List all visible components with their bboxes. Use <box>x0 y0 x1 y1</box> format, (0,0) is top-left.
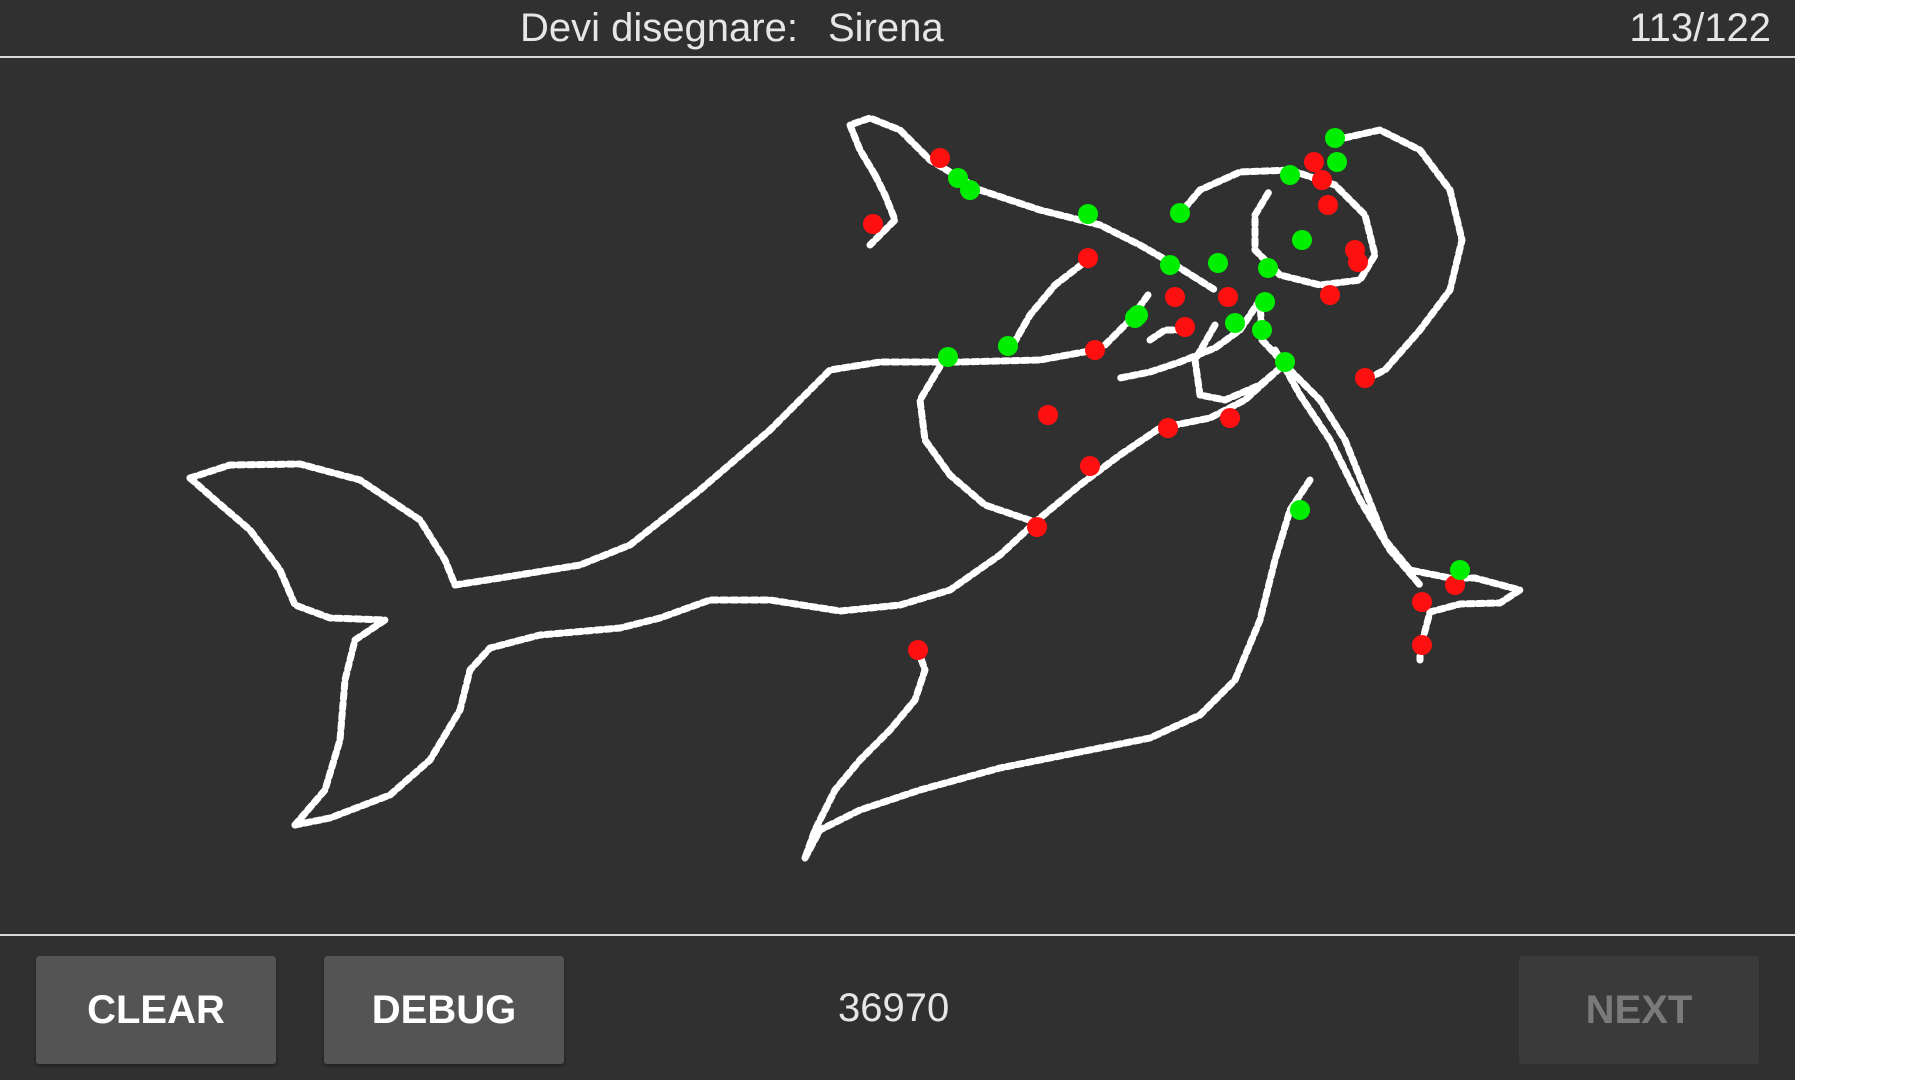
bad-point <box>1175 317 1195 337</box>
sketch-stroke <box>186 346 1099 589</box>
good-point <box>1208 253 1228 273</box>
bad-point <box>1218 287 1238 307</box>
good-point <box>1450 560 1470 580</box>
screen-edge <box>1795 0 1920 1080</box>
good-point <box>960 180 980 200</box>
good-point <box>1280 165 1300 185</box>
bad-point <box>930 148 950 168</box>
debug-button[interactable]: DEBUG <box>324 956 564 1064</box>
sketch-stroke <box>916 354 1039 526</box>
sketch-stroke <box>1191 321 1294 404</box>
sketch-stroke <box>1174 166 1379 289</box>
good-point <box>998 336 1018 356</box>
good-point <box>1327 152 1347 172</box>
progress-counter: 113/122 <box>1629 6 1771 50</box>
sketch-stroke <box>1256 296 1524 664</box>
bad-point <box>1085 340 1105 360</box>
sketch-stroke <box>1331 126 1466 384</box>
sketch-stroke <box>801 476 1314 862</box>
bad-point <box>1355 368 1375 388</box>
good-point <box>1125 308 1145 328</box>
bad-point <box>1348 252 1368 272</box>
bad-point <box>1158 418 1178 438</box>
sketch-stroke <box>1006 254 1094 354</box>
clear-button[interactable]: CLEAR <box>36 956 276 1064</box>
bad-point <box>1412 635 1432 655</box>
good-point <box>1225 313 1245 333</box>
bad-point <box>1078 248 1098 268</box>
good-point <box>1252 320 1272 340</box>
good-point <box>1292 230 1312 250</box>
good-point <box>1275 352 1295 372</box>
app-window: Devi disegnare: Sirena 113/122 CLEAR DEBU… <box>0 0 1795 1080</box>
footer-bar: CLEAR DEBUG 36970 NEXT <box>0 934 1795 1082</box>
prompt-word: Sirena <box>827 6 944 50</box>
good-point <box>1258 258 1278 278</box>
good-points <box>938 128 1470 580</box>
bad-point <box>1318 195 1338 215</box>
sketch-stroke <box>1271 346 1424 589</box>
drawing-prompt: Devi disegnare: Sirena <box>520 6 944 51</box>
good-point <box>1078 204 1098 224</box>
good-point <box>1170 203 1190 223</box>
sketch-stroke <box>186 474 389 829</box>
bad-point <box>1038 405 1058 425</box>
drawn-strokes <box>186 114 1524 862</box>
sketch-stroke <box>291 364 1284 829</box>
drawing-canvas[interactable] <box>0 58 1795 934</box>
header-bar: Devi disegnare: Sirena 113/122 <box>0 0 1795 58</box>
sketch-stroke <box>866 171 899 249</box>
good-point <box>1160 255 1180 275</box>
bad-point <box>1412 592 1432 612</box>
good-point <box>1290 500 1310 520</box>
bad-point <box>908 640 928 660</box>
bad-point <box>1220 408 1240 428</box>
score-value: 36970 <box>838 986 950 1030</box>
bad-point <box>1312 170 1332 190</box>
sketch-stroke <box>801 646 929 862</box>
bad-points <box>863 148 1465 660</box>
bad-point <box>1165 287 1185 307</box>
prompt-label: Devi disegnare: <box>520 6 798 50</box>
bad-point <box>1304 152 1324 172</box>
bad-point <box>1320 285 1340 305</box>
bad-point <box>863 214 883 234</box>
good-point <box>938 347 958 367</box>
good-point <box>1325 128 1345 148</box>
bad-point <box>1080 456 1100 476</box>
good-point <box>1255 292 1275 312</box>
next-button[interactable]: NEXT <box>1519 956 1759 1064</box>
bad-point <box>1027 517 1047 537</box>
